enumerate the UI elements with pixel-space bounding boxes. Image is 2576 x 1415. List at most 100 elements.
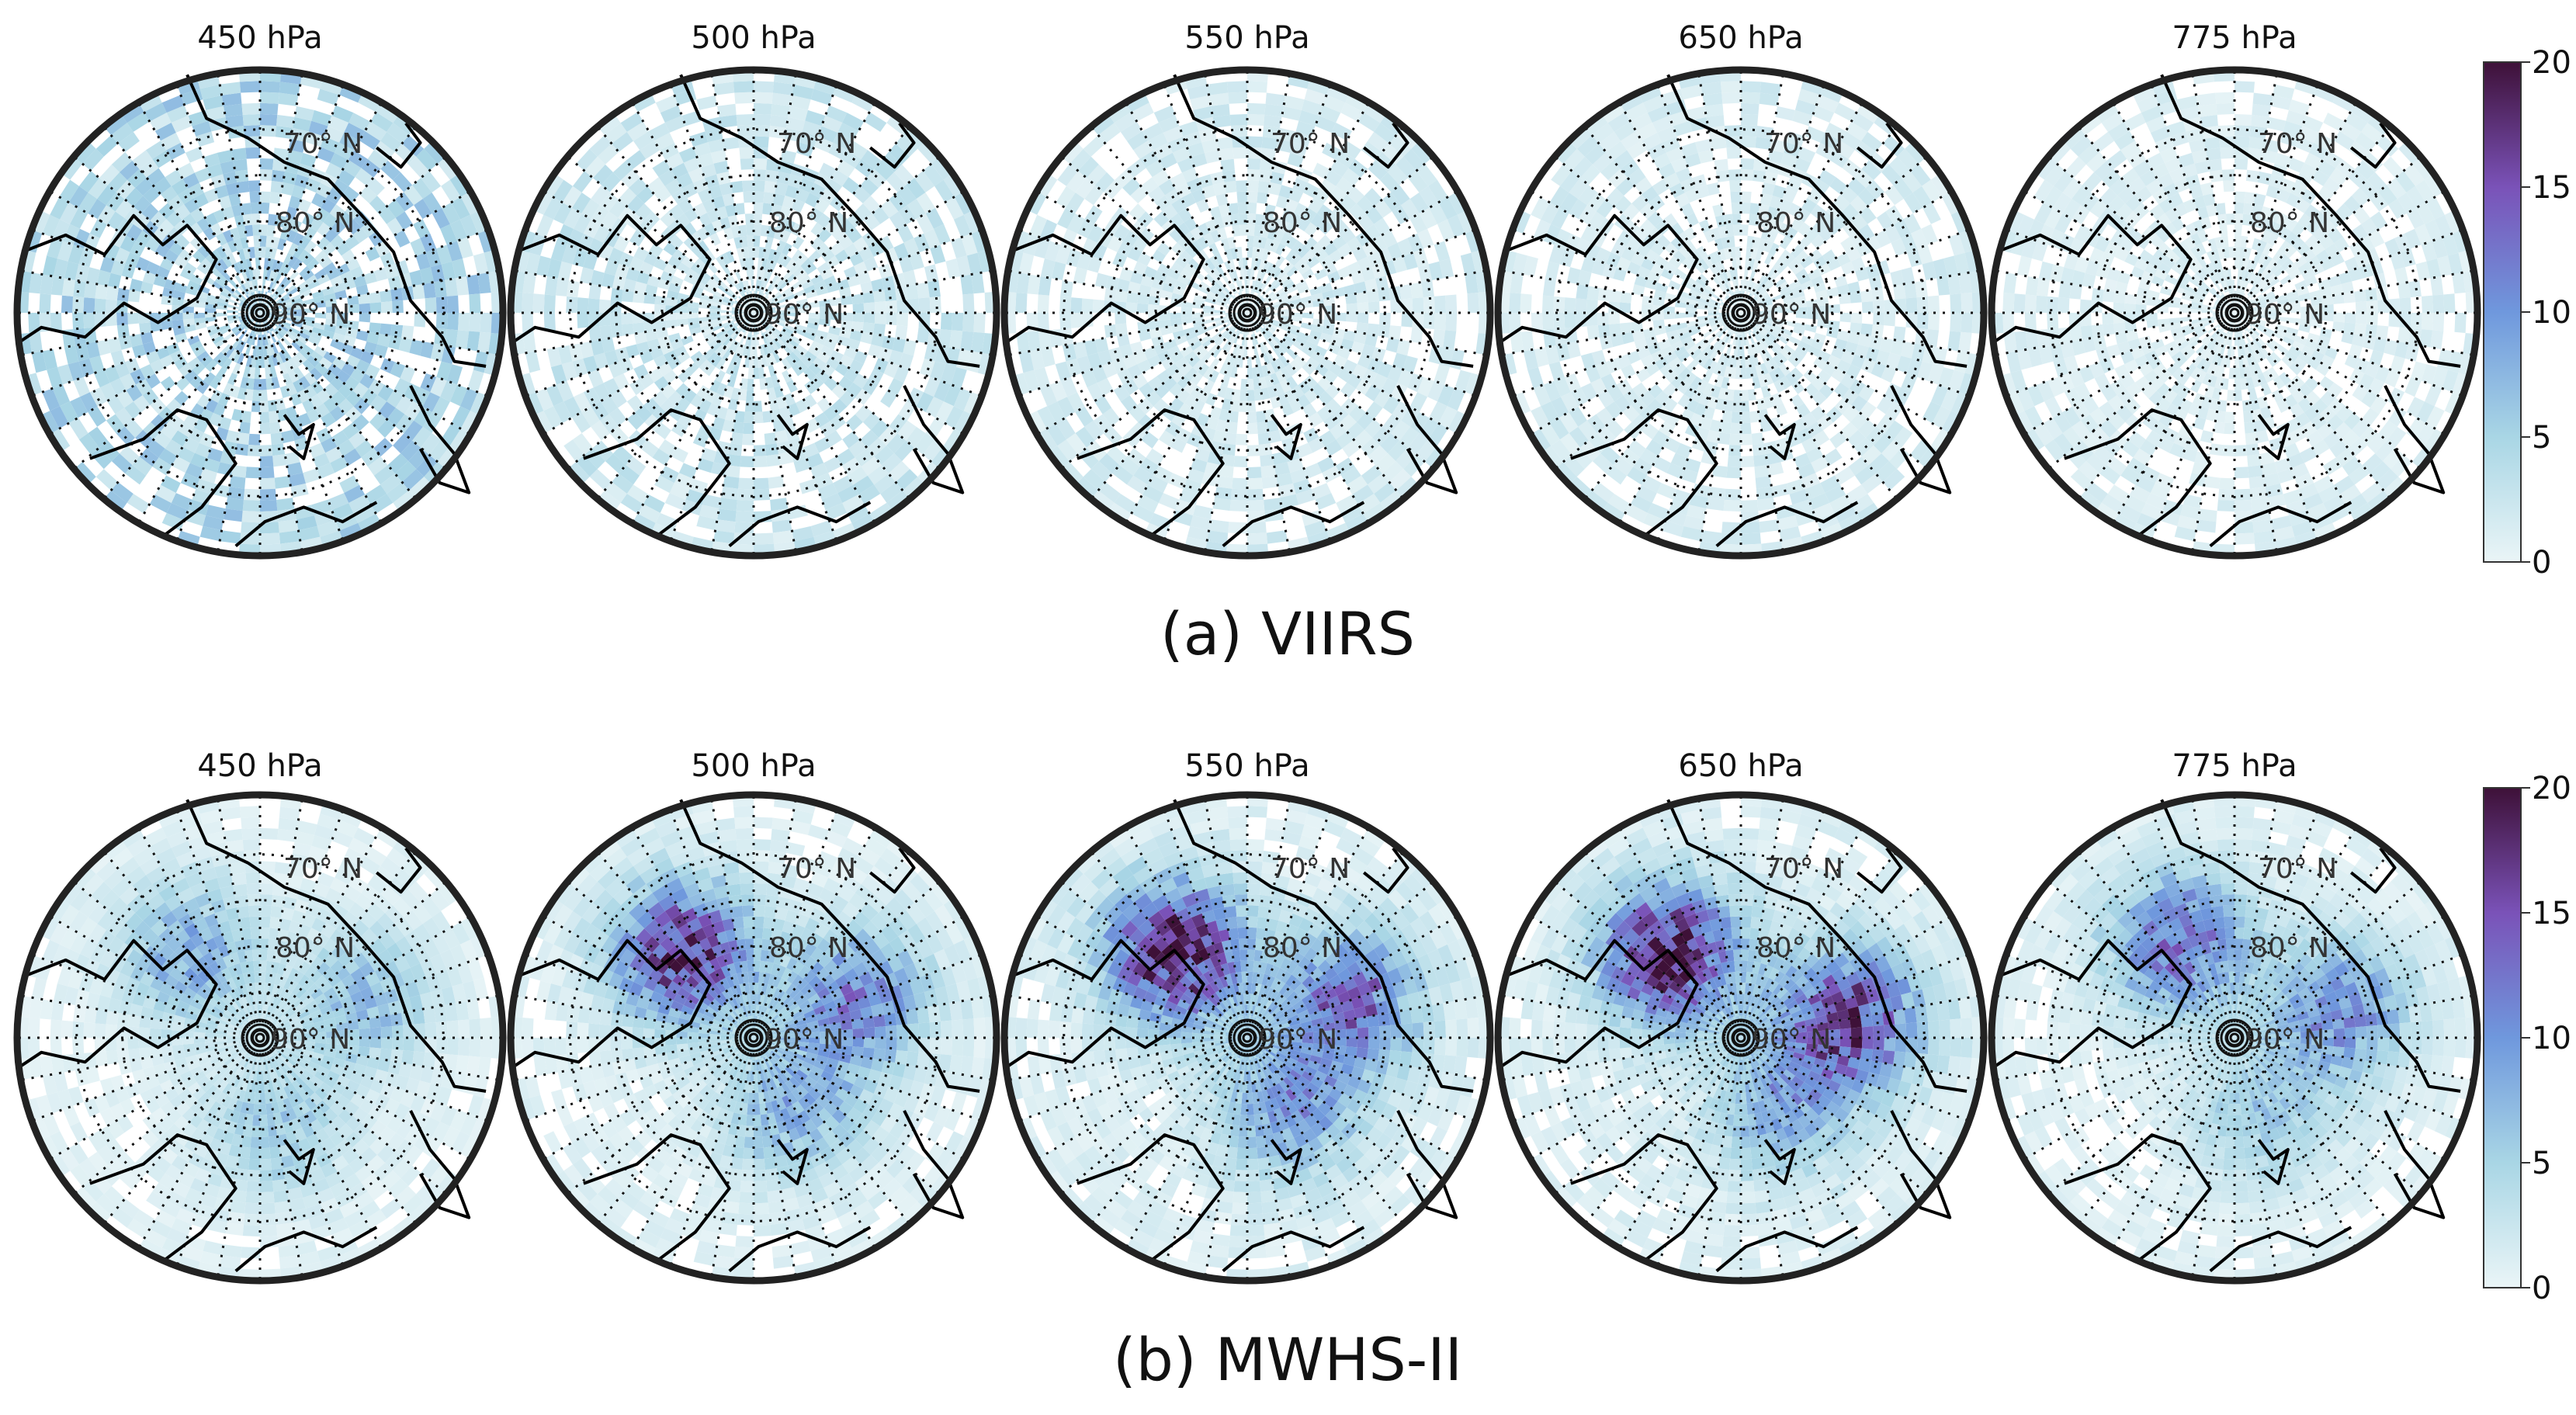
heat-cell	[480, 313, 491, 333]
heat-cell	[1587, 286, 1600, 300]
heat-cell	[666, 320, 678, 328]
heat-cell	[1368, 301, 1380, 313]
heat-cell	[754, 456, 767, 467]
heat-cell	[1741, 368, 1746, 379]
heat-cell	[1139, 330, 1151, 342]
latitude-label: 80° N	[1756, 207, 1836, 239]
heat-cell	[754, 192, 764, 203]
heat-cell	[1545, 262, 1560, 280]
heat-cell	[738, 478, 754, 490]
heat-cell	[748, 368, 754, 379]
heat-cell	[1232, 225, 1240, 237]
heat-cell	[862, 292, 875, 303]
heat-cell	[737, 500, 754, 512]
heat-cell	[1775, 106, 1794, 121]
heat-cell	[1735, 247, 1741, 258]
heat-cell	[1236, 180, 1247, 192]
heat-cell	[1741, 81, 1761, 92]
heat-cell	[737, 489, 754, 501]
heat-cell	[117, 324, 130, 338]
heat-cell	[447, 313, 459, 330]
heat-cell	[1264, 275, 1272, 286]
heat-cell	[1443, 330, 1456, 349]
heat-cell	[226, 498, 244, 511]
heat-cell	[1234, 456, 1247, 467]
heat-cell	[1236, 434, 1247, 446]
heat-cell	[275, 476, 291, 489]
heat-cell	[260, 456, 273, 467]
heat-cell	[255, 247, 260, 258]
heat-cell	[740, 158, 754, 170]
heat-cell	[260, 81, 280, 92]
heat-cell	[267, 225, 276, 237]
heat-cell	[139, 322, 151, 334]
heat-cell	[1104, 324, 1117, 338]
panel-title: 500 hPa	[691, 20, 816, 56]
heat-cell	[241, 511, 260, 522]
heat-cell	[1871, 324, 1884, 338]
heat-cell	[525, 351, 540, 373]
heat-cell	[1247, 500, 1264, 512]
heat-cell	[733, 421, 744, 434]
heat-cell	[1148, 304, 1160, 313]
heat-cell	[1181, 301, 1193, 308]
heat-cell	[281, 336, 291, 346]
heat-cell	[445, 279, 458, 297]
heat-cell	[1757, 498, 1775, 511]
heat-cell	[1227, 81, 1247, 92]
heat-cell	[1756, 487, 1773, 500]
heat-cell	[1917, 313, 1929, 329]
heat-cell	[1333, 287, 1345, 297]
heat-cell	[754, 532, 774, 544]
latitude-label: 90° N	[271, 299, 350, 331]
heat-cell	[588, 298, 600, 313]
heat-cell	[1445, 313, 1457, 331]
heat-cell	[370, 302, 382, 313]
heat-cell	[260, 401, 269, 412]
heat-cell	[1357, 302, 1369, 313]
heat-cell	[751, 279, 754, 290]
heat-cell	[766, 454, 780, 466]
heat-cell	[1840, 313, 1852, 322]
heat-cell	[1564, 313, 1576, 328]
heat-cell	[1247, 213, 1256, 225]
heat-cell	[1730, 423, 1741, 435]
heat-cell	[917, 282, 930, 298]
heat-cell	[369, 322, 381, 334]
heat-cell	[229, 279, 239, 289]
heat-cell	[241, 103, 260, 115]
heat-cell	[1059, 297, 1071, 313]
heat-cell	[248, 445, 260, 456]
heat-cell	[1725, 489, 1741, 501]
heat-cell	[1181, 317, 1193, 324]
heat-cell	[896, 313, 908, 326]
heat-cell	[1850, 292, 1862, 303]
heat-cell	[754, 478, 769, 490]
heat-cell	[1126, 292, 1139, 303]
heat-cell	[633, 292, 645, 303]
heat-cell	[745, 401, 754, 412]
heat-cell	[754, 114, 771, 126]
heat-cell	[1247, 81, 1267, 92]
heat-cell	[1729, 180, 1741, 192]
heat-cell	[1214, 310, 1225, 313]
heat-cell	[927, 280, 941, 297]
heat-cell	[260, 114, 277, 126]
heat-cell	[447, 296, 459, 313]
heat-cell	[255, 368, 260, 379]
heat-cell	[733, 81, 754, 92]
heat-cell	[924, 264, 938, 282]
heat-cell	[522, 293, 533, 313]
heat-cell	[1347, 313, 1358, 322]
heat-cell	[1732, 213, 1741, 225]
heat-cell	[1356, 292, 1368, 303]
heat-cell	[1741, 423, 1752, 435]
heat-cell	[260, 466, 275, 478]
heat-cell	[1620, 292, 1632, 303]
heat-cell	[130, 279, 143, 292]
heat-cell	[1735, 368, 1741, 379]
heat-cell	[1247, 489, 1264, 501]
heat-cell	[1181, 307, 1192, 313]
heat-cell	[1213, 115, 1231, 128]
